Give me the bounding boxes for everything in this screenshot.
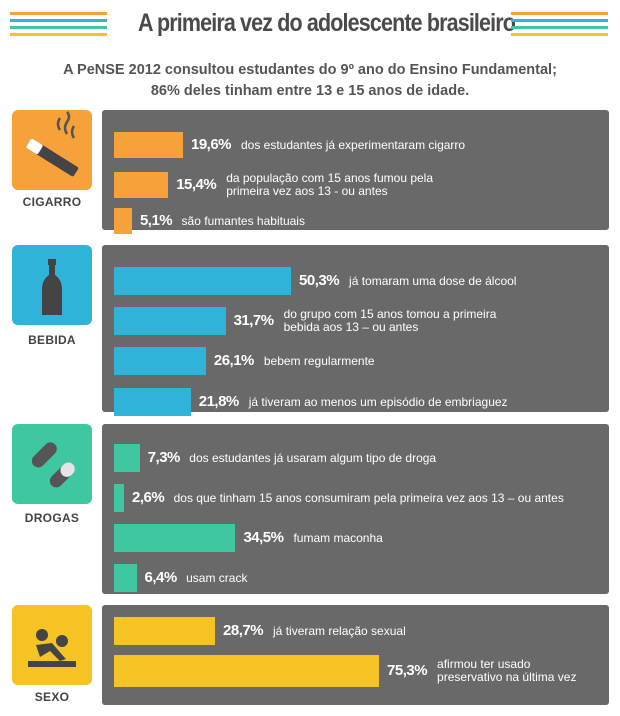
description-line: da população com 15 anos fumou pela <box>226 171 434 185</box>
description-cigarro-3: são fumantes habituais <box>181 213 305 228</box>
cigarette-icon <box>12 110 92 190</box>
description-sexo-1: já tiveram relação sexual <box>273 623 406 638</box>
bar-sexo-2 <box>114 655 380 687</box>
bar-cigarro-3 <box>114 208 132 234</box>
panel-drogas: 7,3% dos estudantes já usaram algum tipo … <box>102 424 609 594</box>
value-label-bebida-1: 50,3% <box>299 272 340 289</box>
description-bebida-4: já tiveram ao menos um episódio de embri… <box>248 394 508 409</box>
title-stripes-left <box>10 12 107 42</box>
subtitle-line-2: 86% deles tinham entre 13 e 15 anos de i… <box>150 83 470 99</box>
bar-drogas-2 <box>114 484 124 512</box>
description-line: preservativo na última vez <box>437 670 577 684</box>
bar-bebida-2 <box>114 307 226 335</box>
bar-cigarro-1 <box>114 132 183 158</box>
bar-drogas-3 <box>114 524 236 552</box>
panel-bebida: 50,3% já tomaram uma dose de álcool 31,7% d… <box>102 245 609 416</box>
value-label-bebida-3: 26,1% <box>213 352 255 369</box>
title-stripes-right <box>511 12 608 42</box>
bar-drogas-1 <box>114 444 140 472</box>
bar-bebida-1 <box>114 267 292 295</box>
value-label-sexo-2: 75,3% <box>387 662 428 679</box>
description-bebida-3: bebem regularmente <box>263 353 375 368</box>
description-line: já tiveram relação sexual <box>273 623 406 638</box>
category-label-bebida: BEBIDA <box>28 333 76 347</box>
bar-bebida-4 <box>114 388 191 416</box>
description-line: do grupo com 15 anos tomou a primeira <box>283 307 497 321</box>
pills-icon <box>12 424 92 504</box>
description-drogas-4: usam crack <box>186 570 248 585</box>
description-drogas-1: dos estudantes já usaram algum tipo de d… <box>189 450 437 465</box>
value-label-drogas-3: 34,5% <box>243 529 284 546</box>
bar-cigarro-2 <box>114 172 169 198</box>
description-line: dos estudantes já experimentaram cigarro <box>240 137 466 152</box>
description-line: são fumantes habituais <box>181 213 305 228</box>
couple-icon <box>12 605 92 685</box>
description-cigarro-1: dos estudantes já experimentaram cigarro <box>240 137 466 152</box>
value-label-cigarro-3: 5,1% <box>139 212 173 229</box>
description-bebida-1: já tomaram uma dose de álcool <box>349 273 517 288</box>
description-drogas-2: dos que tinham 15 anos consumiram pela p… <box>173 490 564 505</box>
panel-sexo: 28,7% já tiveram relação sexual 75,3% afirm… <box>102 605 609 705</box>
value-label-drogas-4: 6,4% <box>144 569 178 586</box>
category-label-drogas: DROGAS <box>24 511 80 525</box>
value-label-bebida-2: 31,7% <box>233 312 275 329</box>
category-label-cigarro: CIGARRO <box>22 195 82 209</box>
description-line: bebida aos 13 – ou antes <box>283 320 419 334</box>
description-line: bebem regularmente <box>263 353 375 368</box>
value-label-sexo-1: 28,7% <box>223 622 264 639</box>
description-line: primeira vez aos 13 - ou antes <box>226 184 388 198</box>
description-line: já tomaram uma dose de álcool <box>349 273 517 288</box>
value-label-drogas-1: 7,3% <box>147 449 181 466</box>
value-label-bebida-4: 21,8% <box>198 393 240 410</box>
bar-bebida-3 <box>114 347 206 375</box>
description-sexo-2: afirmou ter usado preservativo na última … <box>437 658 576 684</box>
value-label-cigarro-1: 19,6% <box>190 136 232 153</box>
category-label-sexo: SEXO <box>34 690 70 704</box>
panel-cigarro: 19,6% dos estudantes já experimentaram ci… <box>102 110 609 234</box>
description-line: dos que tinham 15 anos consumiram pela p… <box>173 490 564 505</box>
description-line: dos estudantes já usaram algum tipo de d… <box>189 450 437 465</box>
value-label-cigarro-2: 15,4% <box>176 176 217 193</box>
bar-sexo-1 <box>114 617 216 645</box>
bar-drogas-4 <box>114 564 137 592</box>
description-line: já tiveram ao menos um episódio de embri… <box>248 394 508 409</box>
value-label-drogas-2: 2,6% <box>132 489 165 506</box>
description-cigarro-2: da população com 15 anos fumou pela prime… <box>226 172 433 198</box>
bottle-icon <box>12 245 92 325</box>
description-line: usam crack <box>186 570 248 585</box>
page-title: A primeira vez do adolescente brasileiro <box>138 9 516 37</box>
description-line: fumam maconha <box>293 530 383 545</box>
description-drogas-3: fumam maconha <box>293 530 383 545</box>
description-line: afirmou ter usado <box>437 657 531 671</box>
subtitle-line-1: A PeNSE 2012 consultou estudantes do 9º … <box>63 62 557 78</box>
description-bebida-2: do grupo com 15 anos tomou a primeira beb… <box>284 308 497 334</box>
